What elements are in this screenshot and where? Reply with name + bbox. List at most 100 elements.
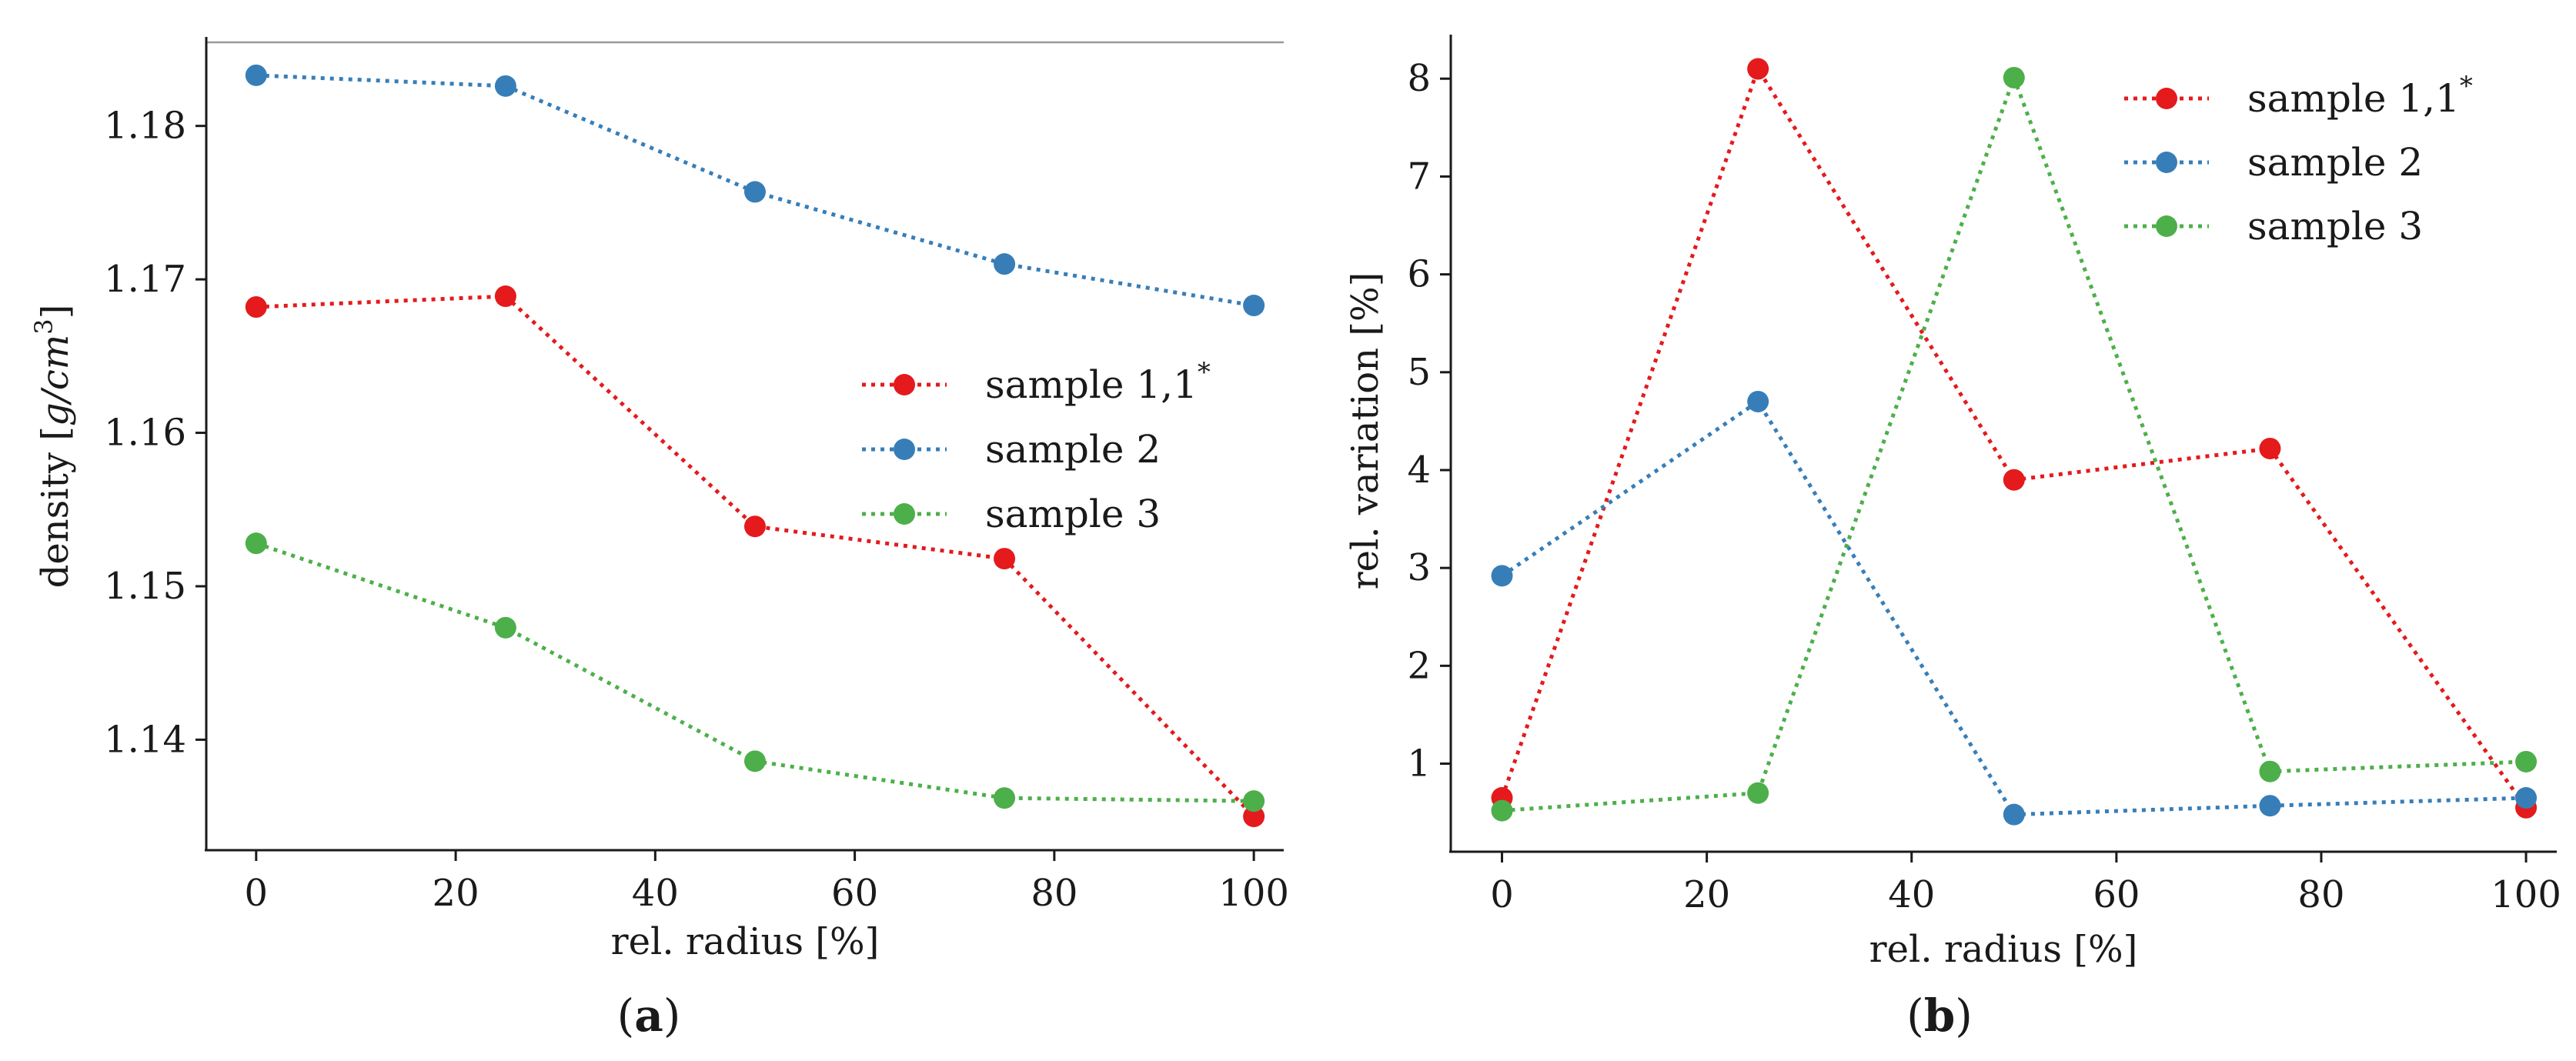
legend-entry: sample 2	[2124, 140, 2423, 185]
x-tick-label: 40	[632, 872, 679, 915]
panel-b-y-axis: 1 2 3 4 5 6 7 8	[1407, 57, 1451, 786]
y-tick-label: 1	[1407, 742, 1431, 786]
data-point-sample-3	[2259, 760, 2281, 782]
panel-b-caption: (b)	[1906, 989, 1973, 1042]
x-tick-label: 100	[1218, 872, 1289, 915]
data-point-sample-2	[245, 64, 267, 86]
data-point-sample-2	[994, 253, 1016, 275]
legend-label: sample 2	[985, 427, 1161, 472]
legend-label-sup: *	[2460, 71, 2473, 102]
data-point-sample-1	[2003, 469, 2025, 491]
legend-marker-sample-3	[2156, 215, 2177, 237]
y-tick-label: 2	[1407, 644, 1431, 687]
y-tick-label: 7	[1407, 155, 1431, 198]
legend-entry: sample 1,1*	[862, 357, 1211, 407]
x-tick-label: 40	[1888, 873, 1935, 916]
legend-entry: sample 1,1*	[2124, 71, 2473, 121]
data-point-sample-2	[2259, 795, 2281, 817]
legend-label-text: sample 1,1	[985, 362, 1198, 407]
data-point-sample-2	[494, 75, 516, 97]
y-tick-label: 1.18	[104, 105, 186, 148]
data-point-sample-2	[1747, 390, 1769, 412]
legend-marker-sample-3	[894, 503, 915, 525]
data-point-sample-3	[994, 787, 1016, 809]
data-point-sample-2	[2515, 787, 2538, 809]
legend-entry: sample 3	[862, 492, 1161, 536]
series-line-sample-2	[1501, 399, 2527, 817]
data-point-sample-1	[494, 285, 516, 308]
y-tick-label: 5	[1407, 351, 1431, 394]
data-point-sample-1	[2259, 437, 2281, 459]
x-tick-label: 0	[245, 872, 269, 915]
data-point-sample-1	[994, 548, 1016, 570]
caption-letter: a	[634, 989, 663, 1042]
legend-label: sample 2	[2247, 140, 2423, 185]
y-tick-label: 3	[1407, 546, 1431, 589]
data-point-sample-2	[1491, 565, 1513, 587]
caption-paren-open: (	[617, 989, 635, 1042]
panel-a-y-title-exp: 3	[29, 319, 58, 334]
panel-a-y-title-prefix: density [	[34, 426, 77, 588]
panel-a-y-title-suffix: ]	[34, 305, 77, 319]
series-line-sample-1	[256, 294, 1255, 818]
panel-a-x-axis: 0 20 40 60 80 100	[245, 850, 1289, 915]
data-point-sample-2	[743, 181, 766, 203]
panel-a-x-axis-title: rel. radius [%]	[611, 920, 880, 963]
y-tick-label: 8	[1407, 57, 1431, 100]
x-tick-label: 100	[2491, 873, 2561, 916]
data-point-sample-1	[1243, 806, 1265, 828]
y-tick-label: 1.15	[104, 565, 186, 608]
y-tick-label: 4	[1407, 449, 1431, 492]
x-tick-label: 80	[2297, 873, 2344, 916]
caption-paren-close: )	[663, 989, 681, 1042]
x-tick-label: 0	[1490, 873, 1514, 916]
data-point-sample-3	[743, 750, 766, 772]
data-point-sample-1	[743, 515, 766, 538]
panel-b-x-axis-title: rel. radius [%]	[1869, 928, 2138, 971]
legend-label: sample 3	[985, 492, 1161, 536]
y-tick-label: 6	[1407, 253, 1431, 296]
legend-marker-sample-2	[2156, 152, 2177, 173]
panel-b-x-axis: 0 20 40 60 80 100	[1490, 852, 2561, 916]
legend-label-text: sample 1,1	[2247, 76, 2460, 121]
y-tick-label: 1.17	[104, 258, 186, 301]
x-tick-label: 80	[1031, 872, 1078, 915]
panel-a-y-axis: 1.14 1.15 1.16 1.17 1.18	[104, 105, 206, 761]
data-point-sample-2	[2003, 803, 2025, 826]
legend-label: sample 1,1*	[985, 357, 1211, 407]
series-line-sample-3	[1502, 72, 2527, 813]
y-tick-label: 1.16	[104, 412, 186, 455]
legend-label: sample 3	[2247, 204, 2423, 249]
legend-entry: sample 3	[2124, 204, 2423, 249]
x-tick-label: 20	[1683, 873, 1730, 916]
panel-a-series	[245, 64, 1265, 828]
x-tick-label: 20	[433, 872, 479, 915]
y-tick-label: 1.14	[104, 718, 186, 761]
panel-a-density-chart: 1.14 1.15 1.16 1.17 1.18 0 20 40 60 80 100 rel. r…	[29, 37, 1289, 1042]
data-point-sample-3	[1491, 799, 1513, 822]
legend-marker-sample-1	[894, 374, 915, 395]
legend-entry: sample 2	[862, 427, 1161, 472]
legend-label-sup: *	[1198, 357, 1211, 388]
caption-paren-close: )	[1955, 989, 1973, 1042]
legend-marker-sample-2	[894, 439, 915, 460]
panel-a-y-title-unit: g/cm	[34, 335, 77, 426]
data-point-sample-2	[1243, 295, 1265, 317]
panel-a-caption: (a)	[617, 989, 681, 1042]
caption-letter: b	[1924, 989, 1956, 1042]
x-tick-label: 60	[2093, 873, 2140, 916]
data-point-sample-3	[2003, 66, 2025, 88]
panel-a-y-axis-title: density [g/cm3]	[29, 305, 77, 589]
panel-b-variation-chart: 1 2 3 4 5 6 7 8 0 20 40 60 80 100 rel. radius [%] re…	[1344, 35, 2561, 1042]
data-point-sample-1	[1747, 58, 1769, 80]
panel-b-legend: sample 1,1* sample 2 sample 3	[2124, 71, 2473, 249]
data-point-sample-3	[245, 532, 267, 555]
panel-b-series	[1491, 58, 2538, 826]
data-point-sample-1	[245, 296, 267, 319]
data-point-sample-3	[2515, 750, 2538, 772]
panel-a-legend: sample 1,1* sample 2 sample 3	[862, 357, 1211, 536]
legend-label: sample 1,1*	[2247, 71, 2473, 121]
caption-paren-open: (	[1906, 989, 1924, 1042]
legend-marker-sample-1	[2156, 88, 2177, 109]
